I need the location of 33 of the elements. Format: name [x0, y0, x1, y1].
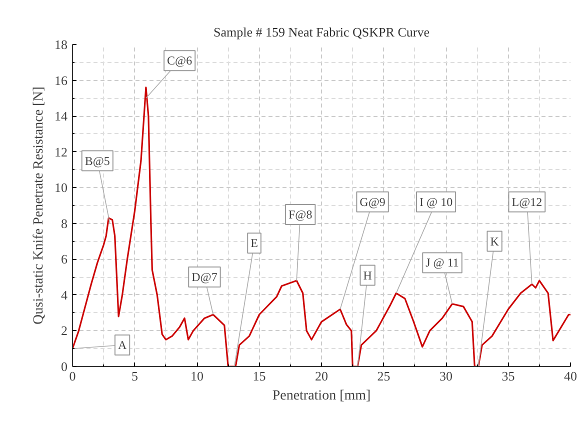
annotation: L@12	[512, 194, 542, 209]
annotation: G@9	[360, 194, 386, 209]
y-tick-label: 4	[61, 287, 68, 302]
y-tick-label: 6	[61, 252, 68, 267]
annotation: D@7	[192, 270, 218, 284]
y-tick-label: 14	[54, 108, 68, 124]
x-tick-label: 15	[252, 368, 266, 384]
annotation: I @ 10	[420, 194, 453, 209]
x-axis-title: Penetration [mm]	[272, 388, 371, 404]
y-tick-label: 16	[54, 72, 68, 88]
x-tick-label: 30	[440, 368, 452, 384]
annotation: B@5	[84, 154, 110, 168]
annotation: K	[490, 234, 500, 248]
y-tick-label: 12	[54, 144, 68, 160]
y-axis-title: Qusi-static Knife Penetrate Resistance [N]	[32, 86, 46, 324]
y-tick-label: 0	[61, 359, 68, 374]
annotation: C@6	[167, 54, 192, 68]
annotation: F@8	[288, 207, 312, 222]
y-tick-label: 8	[61, 216, 68, 231]
x-tick-label: 5	[132, 368, 138, 384]
x-tick-label: 10	[190, 368, 204, 384]
annotation: A	[118, 338, 127, 352]
chart-title: Sample # 159 Neat Fabric QSKPR Curve	[214, 24, 430, 40]
annotation: H	[363, 268, 372, 282]
annotation: E	[250, 236, 258, 250]
x-tick-label: 40	[564, 368, 577, 384]
x-tick-label: 25	[377, 368, 390, 384]
x-tick-label: 20	[315, 368, 328, 384]
y-tick-label: 18	[54, 37, 68, 52]
x-tick-label: 35	[502, 368, 515, 384]
y-tick-label: 2	[61, 323, 68, 338]
annotation: J @ 11	[426, 256, 459, 270]
y-tick-label: 10	[54, 180, 68, 196]
